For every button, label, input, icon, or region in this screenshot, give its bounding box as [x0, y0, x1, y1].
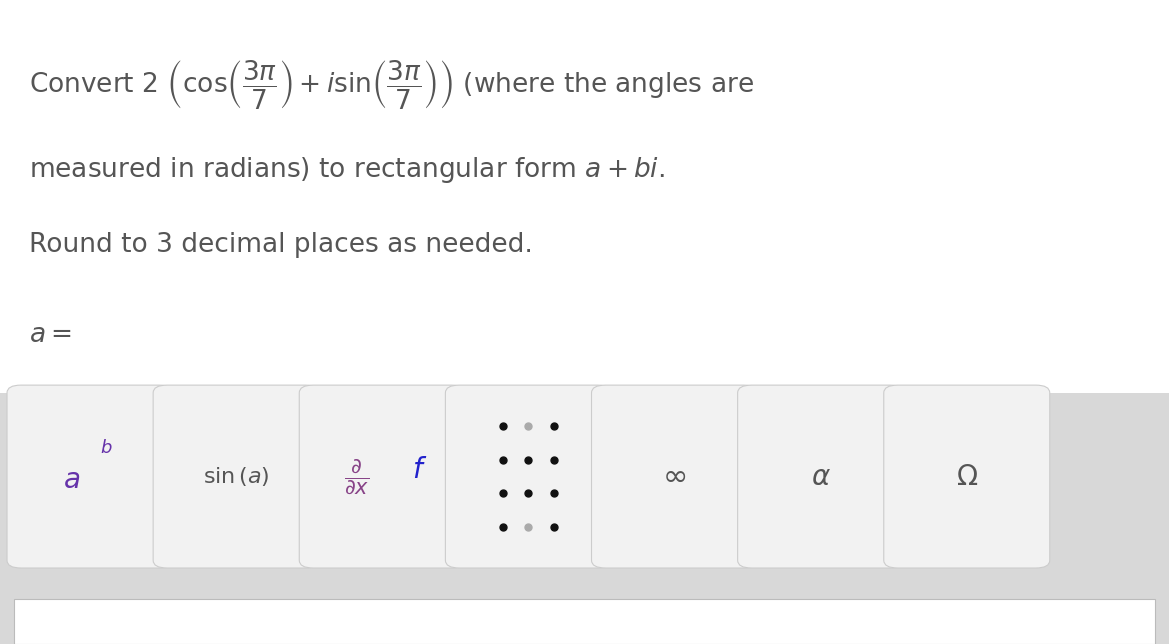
FancyBboxPatch shape: [153, 385, 319, 568]
Text: $\mathit{b}$: $\mathit{b}$: [101, 439, 112, 457]
Text: $\mathit{a}$: $\mathit{a}$: [63, 466, 79, 494]
Text: $\dfrac{\partial}{\partial x}$: $\dfrac{\partial}{\partial x}$: [344, 457, 369, 496]
FancyBboxPatch shape: [7, 385, 173, 568]
FancyBboxPatch shape: [884, 385, 1050, 568]
Text: Round to 3 decimal places as needed.: Round to 3 decimal places as needed.: [29, 232, 533, 258]
Text: $\infty$: $\infty$: [663, 462, 686, 491]
Text: $\Omega$: $\Omega$: [956, 462, 977, 491]
FancyBboxPatch shape: [445, 385, 611, 568]
FancyBboxPatch shape: [299, 385, 465, 568]
Text: Convert 2 $\left(\cos\!\left(\dfrac{3\pi}{7}\right) + i\sin\!\left(\dfrac{3\pi}{: Convert 2 $\left(\cos\!\left(\dfrac{3\pi…: [29, 58, 754, 111]
Text: $\mathrm{sin}\,(\mathit{a})$: $\mathrm{sin}\,(\mathit{a})$: [203, 465, 269, 488]
Text: $\mathit{f}$: $\mathit{f}$: [411, 456, 428, 484]
FancyBboxPatch shape: [592, 385, 758, 568]
FancyBboxPatch shape: [0, 393, 1169, 644]
Text: measured in radians) to rectangular form $a + bi$.: measured in radians) to rectangular form…: [29, 155, 665, 185]
Text: $\alpha$: $\alpha$: [810, 462, 831, 491]
FancyBboxPatch shape: [738, 385, 904, 568]
Text: $a =$: $a =$: [29, 322, 71, 348]
FancyBboxPatch shape: [14, 599, 1155, 644]
